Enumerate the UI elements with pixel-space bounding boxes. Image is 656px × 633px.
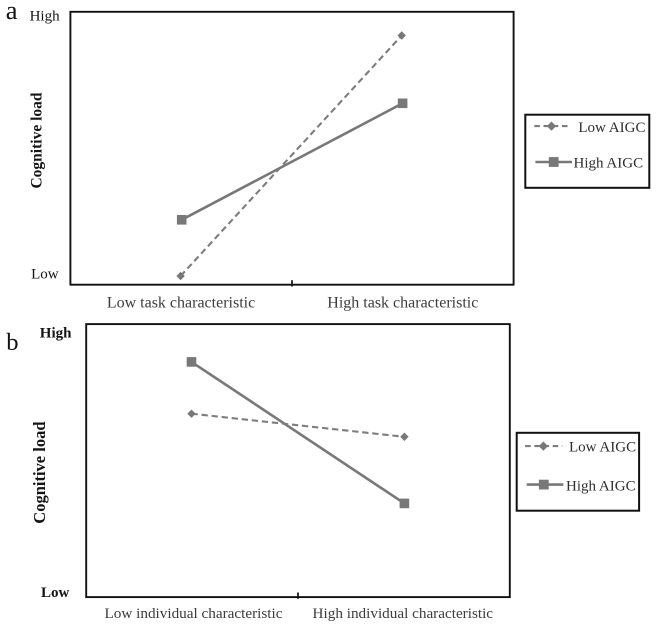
svg-text:High AIGC: High AIGC	[566, 479, 636, 495]
svg-text:High: High	[40, 325, 72, 341]
svg-text:High task characteristic: High task characteristic	[327, 295, 478, 312]
svg-text:Low task characteristic: Low task characteristic	[107, 295, 255, 312]
svg-text:Low: Low	[41, 585, 70, 601]
svg-text:Cognitive load: Cognitive load	[30, 421, 49, 523]
svg-text:Cognitive load: Cognitive load	[29, 92, 46, 188]
svg-text:High: High	[30, 9, 60, 25]
svg-text:Low AIGC: Low AIGC	[569, 440, 636, 456]
svg-text:High AIGC: High AIGC	[574, 155, 644, 171]
svg-text:Low: Low	[31, 267, 59, 283]
svg-text:Low AIGC: Low AIGC	[578, 120, 645, 136]
svg-text:High individual characteristic: High individual characteristic	[313, 605, 494, 622]
svg-text:b: b	[6, 329, 18, 356]
svg-text:a: a	[6, 0, 18, 25]
svg-text:Low individual characteristic: Low individual characteristic	[105, 605, 283, 622]
